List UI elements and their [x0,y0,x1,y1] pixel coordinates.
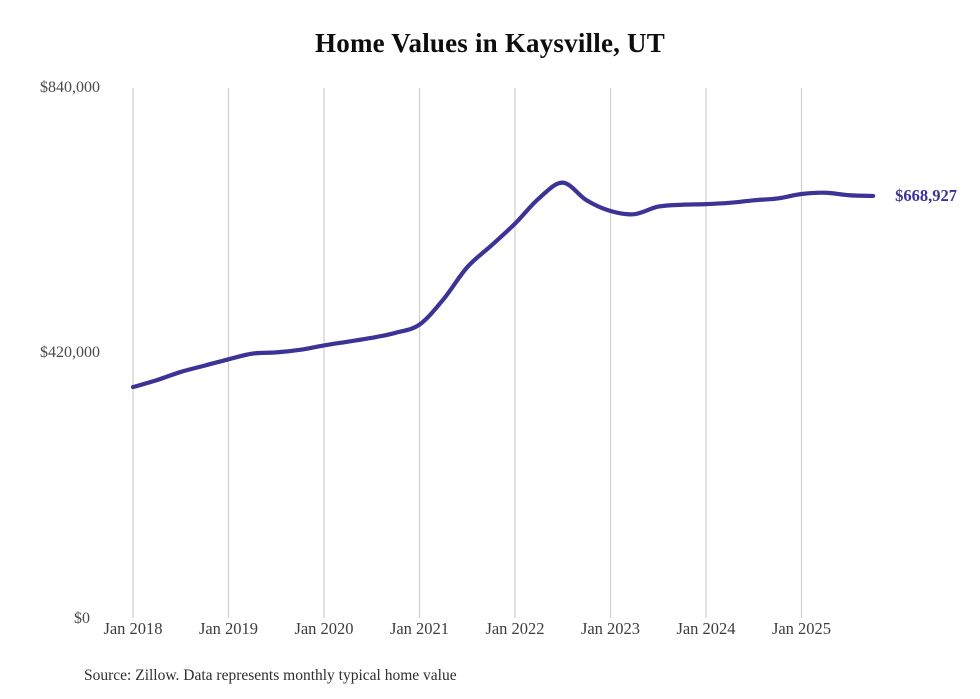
x-axis-tick-jan-2020: Jan 2020 [294,619,354,638]
x-axis-tick-jan-2019: Jan 2019 [198,619,259,638]
y-axis-tick-420000: $420,000 [40,344,100,361]
end-value-annotation: $668,927 [895,185,957,205]
x-axis-tick-jan-2024: Jan 2024 [676,619,736,638]
x-axis-tick-jan-2022: Jan 2022 [485,619,545,638]
x-axis-tick-jan-2023: Jan 2023 [580,619,641,638]
source-note: Source: Zillow. Data represents monthly … [84,667,457,684]
series-line-typical-home-value [130,180,876,390]
x-axis-tick-jan-2018: Jan 2018 [103,619,163,638]
y-axis-tick-0: $0 [74,610,90,627]
x-axis-tick-jan-2025: Jan 2025 [771,619,832,638]
chart-title: Home Values in Kaysville, UT [315,28,665,58]
gridlines-group [132,88,803,618]
x-axis-tick-jan-2021: Jan 2021 [389,619,450,638]
y-axis-tick-840000: $840,000 [40,79,100,96]
